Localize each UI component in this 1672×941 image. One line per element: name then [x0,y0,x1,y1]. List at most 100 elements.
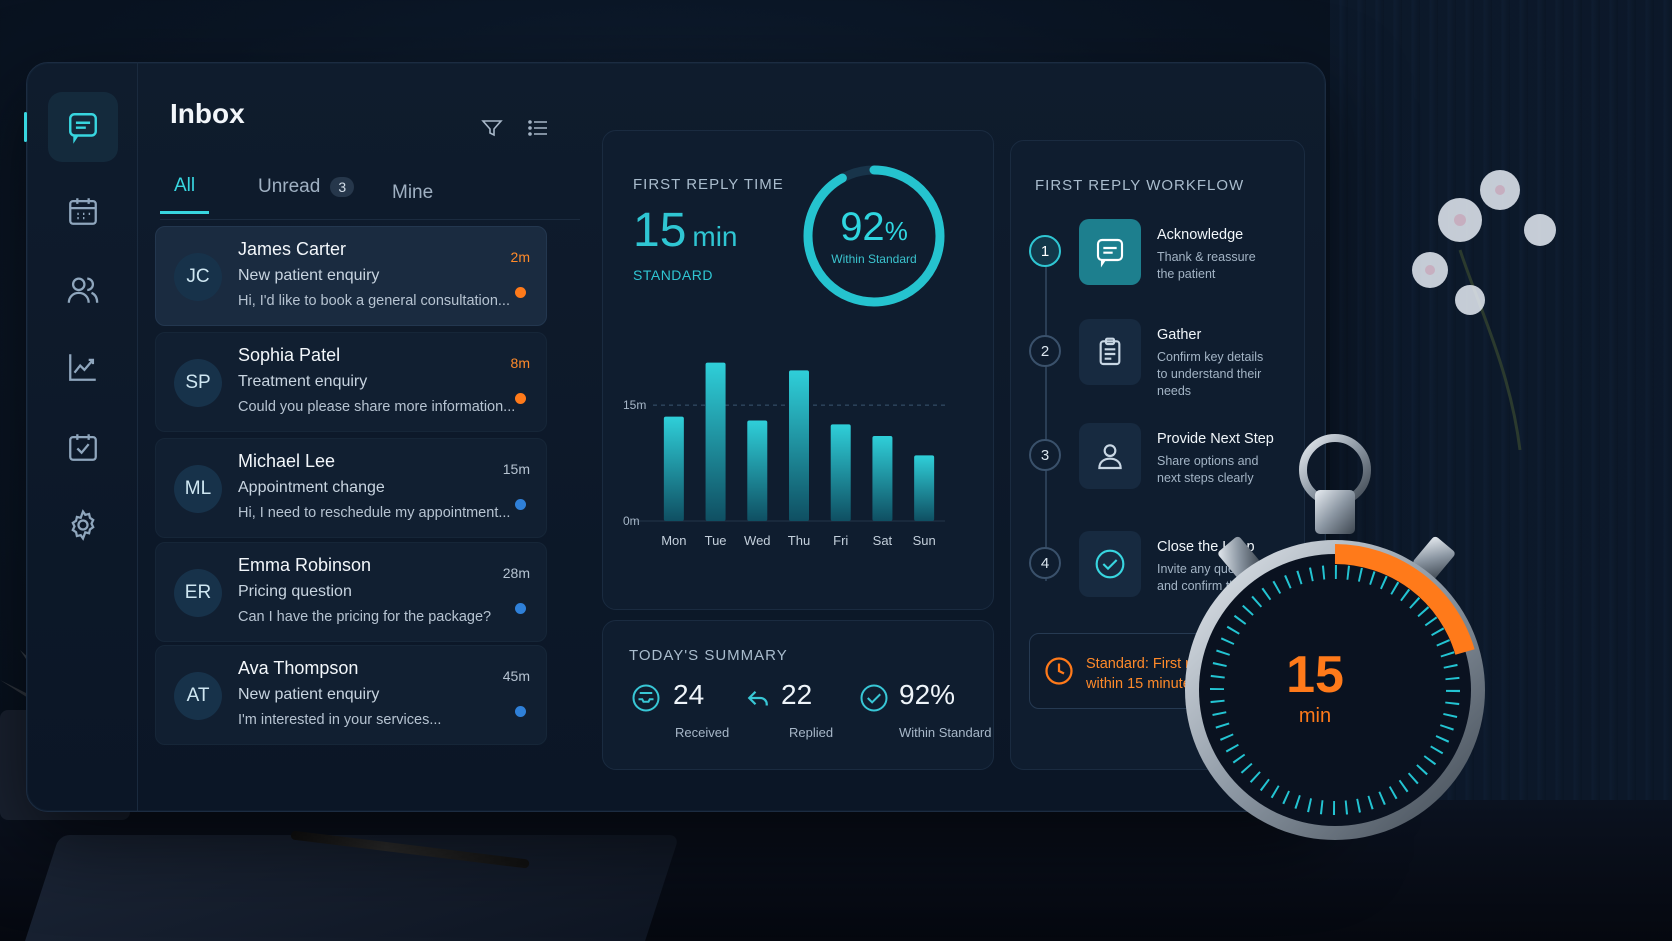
ring-progress [803,165,945,307]
step-number: 3 [1029,439,1061,471]
sender-name: James Carter [238,239,347,259]
inbox-toolbar [480,116,550,140]
first-reply-time-card: FIRST REPLY TIME 15 min STANDARD 92% With… [602,130,994,610]
summary-label: Received [675,725,730,740]
calendar-icon [69,198,97,225]
ring-text: 92% Within Standard [799,205,949,266]
users-icon [67,277,99,303]
message-item[interactable]: ER Emma Robinson Pricing question Can I … [155,542,547,642]
status-dot [515,603,526,614]
within-standard-ring: 92% Within Standard [799,161,949,311]
clipboard-icon [1099,337,1121,366]
step-number: 1 [1029,235,1061,267]
status-dot [515,499,526,510]
ring-percent-suffix: % [884,216,908,246]
x-tick-label: Thu [788,533,810,548]
stopwatch-unit: min [1298,705,1332,727]
avatar: AT [174,672,222,720]
x-tick-label: Mon [661,533,686,548]
sidebar-item-settings[interactable] [48,490,118,560]
card-title: TODAY'S SUMMARY [629,647,788,664]
sender-name: Ava Thompson [238,658,359,678]
message-item[interactable]: JC James Carter New patient enquiry Hi, … [155,226,547,326]
y-tick-label: 0m [623,514,640,528]
tab-unread[interactable]: Unread 3 [258,160,355,214]
step-number: 2 [1029,335,1061,367]
message-subject: Treatment enquiry [238,373,368,390]
card-title: FIRST REPLY TIME [633,176,784,193]
filter-icon[interactable] [480,116,504,140]
message-time: 8m [510,355,530,371]
status-dot [515,393,526,404]
sidebar-item-messages[interactable] [24,92,118,162]
sender-name: Sophia Patel [238,345,341,365]
step-title: Provide Next Step [1157,431,1274,447]
first-reply-unit: min [692,221,738,252]
step-description: Share options and next steps clearly [1157,454,1259,485]
tab-mine[interactable]: Mine [392,166,433,220]
sidebar-item-tasks[interactable] [48,412,118,482]
summary-value: 22 [781,679,813,710]
message-preview: I'm interested in your services... [238,712,442,728]
message-item[interactable]: AT Ava Thompson New patient enquiry I'm … [155,645,547,745]
workflow-step-next-step[interactable]: 3 Provide Next Step Share options and ne… [1029,423,1279,533]
stopwatch-value: 15 [1286,646,1344,704]
bar-fri [830,424,851,521]
message-time: 45m [502,668,530,684]
tab-all-label: All [174,174,196,196]
bar-mon [663,416,684,521]
user-icon [1098,444,1122,470]
message-item[interactable]: SP Sophia Patel Treatment enquiry Could … [155,332,547,432]
workflow-step-acknowledge[interactable]: 1 Acknowledge Thank & reassure the patie… [1029,219,1279,329]
notebook-decoration [20,835,680,941]
step-icon-box [1079,219,1141,285]
step-description: Confirm key details to understand their … [1157,350,1264,398]
avatar: ML [174,465,222,513]
x-tick-label: Fri [833,533,848,548]
step-number: 4 [1029,547,1061,579]
message-time: 2m [510,249,530,265]
message-preview: Hi, I need to reschedule my appointment.… [238,505,511,521]
clock-icon [1045,657,1073,685]
todays-summary-card: TODAY'S SUMMARY 24 Received 22 Replied 9… [602,620,994,770]
unread-count-badge: 3 [330,177,355,197]
chat-icon [69,113,97,144]
message-subject: Pricing question [238,583,352,600]
sidebar-item-contacts[interactable] [48,255,118,325]
inbox-tray-icon [632,684,660,712]
gear-icon [71,509,95,541]
message-item[interactable]: ML Michael Lee Appointment change Hi, I … [155,438,547,538]
tab-unread-label: Unread [258,176,321,197]
summary-label: Within Standard [899,725,992,740]
reply-arrow-icon [747,690,768,706]
step-icon-box [1079,423,1141,489]
standard-label: STANDARD [633,267,713,283]
inbox-panel: Inbox All Unread 3 Mine JC James Carter … [140,70,580,810]
sidebar-item-analytics[interactable] [48,332,118,402]
workflow-step-gather[interactable]: 2 Gather Confirm key details to understa… [1029,319,1279,429]
ring-percent: 92 [840,205,885,249]
calendar-check-icon [69,434,97,461]
message-time: 28m [502,565,530,581]
orchid-decoration [1412,170,1556,450]
tab-all[interactable]: All [160,160,210,214]
list-icon[interactable] [526,116,550,140]
ring-label: Within Standard [831,252,917,266]
bar-sun [914,455,935,521]
sidebar-item-calendar[interactable] [48,176,118,246]
stopwatch-decoration [1185,434,1485,840]
message-subject: New patient enquiry [238,267,380,284]
first-reply-value: 15 min [633,203,738,258]
card-title: FIRST REPLY WORKFLOW [1035,177,1245,194]
message-preview: Can I have the pricing for the package? [238,609,492,625]
step-description: Thank & reassure the patient [1157,250,1256,281]
tab-mine-label: Mine [392,182,434,203]
message-preview: Hi, I'd like to book a general consultat… [238,293,510,309]
step-icon-box [1079,319,1141,385]
status-dot [515,287,526,298]
bar-tue [705,362,726,521]
bar-thu [789,370,809,521]
sender-name: Michael Lee [238,451,336,471]
step-title: Acknowledge [1157,227,1244,243]
standard-notice-text: Standard: First reply within 15 minutes [1086,656,1217,692]
